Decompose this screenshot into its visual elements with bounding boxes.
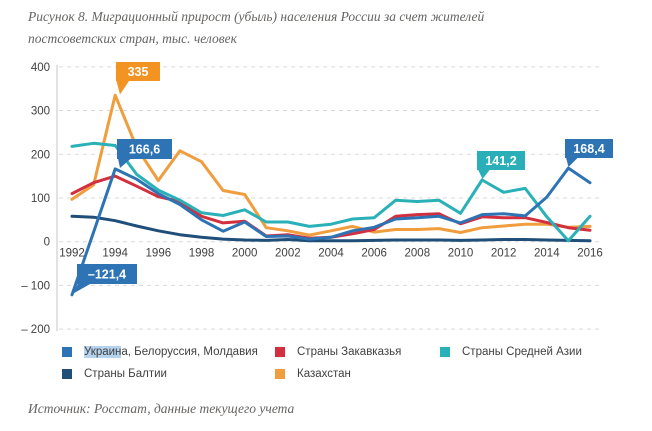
chart-legend: Украина, Белоруссия, Молдавия Страны Зак… (62, 341, 637, 385)
callout-box (565, 139, 613, 158)
x-axis-label-2002: 2002 (275, 248, 301, 260)
x-axis-label-1992: 1992 (59, 248, 85, 260)
source-note: Источник: Росстат, данные текущего учета (28, 401, 295, 416)
callout-tail (118, 158, 131, 168)
y-axis-label-200: 200 (31, 149, 50, 161)
callout-ukraine-belarus-moldova-2015: 168,4 (565, 139, 613, 167)
legend-swatch-blue (62, 347, 72, 357)
legend-swatch-navy (62, 369, 72, 379)
figure-title: Рисунок 8. Миграционный прирост (убыль) … (28, 6, 628, 50)
x-axis-label-2006: 2006 (361, 248, 387, 260)
series-line-baltic-states (70, 214, 592, 243)
callout-tail (478, 169, 490, 179)
legend-item-transcaucasia[interactable]: Страны Закавказья (275, 346, 440, 358)
x-axis-label-2010: 2010 (448, 248, 474, 260)
callout-value: 166,6 (129, 143, 160, 157)
legend-item-kazakhstan[interactable]: Казахстан (275, 368, 440, 380)
legend-row-2: Страны Балтии Казахстан (62, 363, 637, 385)
callout-box (117, 139, 172, 159)
figure-title-line1: Рисунок 8. Миграционный прирост (убыль) … (28, 9, 485, 24)
legend-label: Страны Средней Азии (462, 346, 582, 358)
series-line-kazakhstan (70, 93, 592, 237)
legend-swatch-orange (275, 369, 285, 379)
callout-tail (566, 157, 578, 167)
y-axis-label--200: – 200 (21, 324, 50, 336)
x-axis-label-2014: 2014 (534, 248, 560, 260)
legend-label: Казахстан (297, 368, 351, 380)
callout-value: –121,4 (88, 268, 126, 282)
legend-item-central-asia[interactable]: Страны Средней Азии (440, 346, 582, 358)
x-axis-label-1998: 1998 (189, 248, 215, 260)
x-axis-label-2008: 2008 (405, 248, 431, 260)
callout-tail (72, 283, 91, 294)
callout-kazakhstan-1994: 335 (116, 62, 160, 95)
x-axis-label-1994: 1994 (102, 248, 128, 260)
callout-ukraine-belarus-moldova-1994: 166,6 (117, 139, 172, 168)
y-axis-label--100: – 100 (21, 280, 50, 292)
legend-swatch-teal (440, 347, 450, 357)
legend-label: Страны Закавказья (297, 346, 402, 358)
x-axis-label-2000: 2000 (232, 248, 258, 260)
legend-row-1: Украина, Белоруссия, Молдавия Страны Зак… (62, 341, 637, 363)
callout-ukraine-belarus-moldova-1992: –121,4 (72, 264, 137, 294)
callout-tail (116, 81, 129, 95)
x-axis-label-1996: 1996 (146, 248, 172, 260)
series-line-ukraine-belarus-moldova (70, 166, 592, 297)
legend-item-ukraine-belarus-moldova[interactable]: Украина, Белоруссия, Молдавия (62, 346, 275, 358)
y-axis-label-100: 100 (31, 193, 50, 205)
legend-item-baltic-states[interactable]: Страны Балтии (62, 368, 275, 380)
x-axis-label-2004: 2004 (318, 248, 344, 260)
legend-label: Украина, Белоруссия, Молдавия (84, 346, 258, 358)
x-axis-label-2012: 2012 (491, 248, 517, 260)
legend-label: Страны Балтии (84, 368, 167, 380)
y-axis-label-0: 0 (44, 237, 50, 249)
callout-box (77, 264, 137, 284)
y-axis-label-300: 300 (31, 106, 50, 118)
callout-value: 141,2 (485, 154, 516, 168)
callout-box (116, 62, 160, 81)
callout-value: 335 (128, 65, 149, 79)
y-axis-label-400: 400 (31, 62, 50, 74)
legend-label-highlighted-part: Украин (84, 346, 122, 358)
series-line-central-asia (70, 141, 592, 243)
x-axis-label-2016: 2016 (577, 248, 603, 260)
callout-box (477, 151, 525, 170)
callout-central-asia-2011: 141,2 (477, 151, 525, 179)
legend-swatch-red (275, 347, 285, 357)
figure-title-line2: постсоветских стран, тыс. человек (28, 31, 237, 46)
callout-value: 168,4 (573, 142, 604, 156)
